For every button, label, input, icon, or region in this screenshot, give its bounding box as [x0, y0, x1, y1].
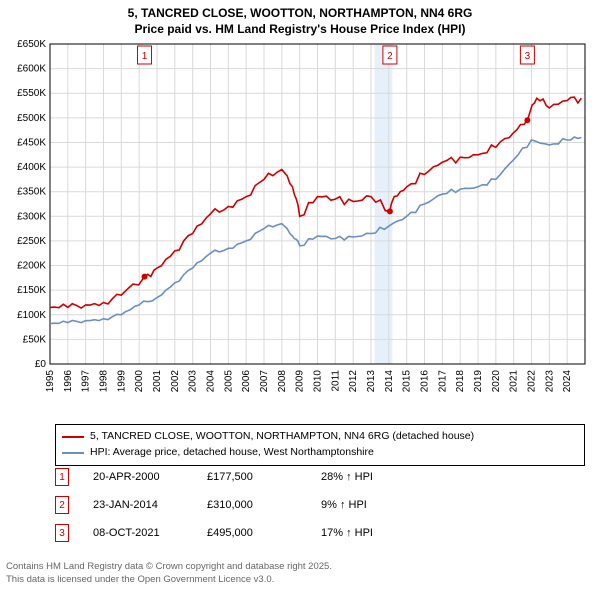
svg-text:3: 3 [525, 51, 531, 62]
svg-text:£50K: £50K [23, 334, 47, 345]
footer: Contains HM Land Registry data © Crown c… [6, 561, 332, 586]
event-price: £177,500 [207, 471, 297, 483]
svg-text:2018: 2018 [455, 370, 466, 393]
svg-text:£350K: £350K [17, 187, 46, 198]
event-marker-icon: 3 [55, 524, 69, 542]
svg-text:2011: 2011 [330, 370, 341, 392]
svg-text:£0: £0 [35, 359, 47, 370]
footer-line1: Contains HM Land Registry data © Crown c… [6, 561, 332, 573]
svg-text:1995: 1995 [45, 370, 56, 393]
legend-label: HPI: Average price, detached house, West… [90, 445, 374, 461]
legend-item: 5, TANCRED CLOSE, WOOTTON, NORTHAMPTON, … [62, 429, 578, 445]
svg-text:2009: 2009 [295, 370, 306, 393]
svg-text:2013: 2013 [366, 370, 377, 393]
svg-text:2006: 2006 [241, 370, 252, 393]
svg-text:1999: 1999 [116, 370, 127, 393]
event-marker-icon: 1 [55, 468, 69, 486]
svg-text:2003: 2003 [188, 370, 199, 393]
svg-text:1998: 1998 [99, 370, 110, 393]
svg-text:1996: 1996 [63, 370, 74, 393]
chart-title-line2: Price paid vs. HM Land Registry's House … [0, 22, 600, 38]
svg-text:2024: 2024 [562, 370, 573, 393]
event-date: 20-APR-2000 [93, 471, 183, 483]
svg-text:2021: 2021 [509, 370, 520, 393]
svg-text:2014: 2014 [384, 370, 395, 393]
svg-text:2002: 2002 [170, 370, 181, 393]
svg-text:1: 1 [142, 51, 148, 62]
legend-swatch [62, 436, 84, 438]
svg-text:2017: 2017 [437, 370, 448, 393]
event-delta: 17% ↑ HPI [321, 527, 411, 539]
svg-text:£300K: £300K [17, 211, 46, 222]
event-delta: 28% ↑ HPI [321, 471, 411, 483]
event-row: 2 23-JAN-2014 £310,000 9% ↑ HPI [55, 496, 411, 514]
event-row: 1 20-APR-2000 £177,500 28% ↑ HPI [55, 468, 411, 486]
svg-text:2004: 2004 [206, 370, 217, 393]
svg-text:2010: 2010 [313, 370, 324, 393]
chart-title-line1: 5, TANCRED CLOSE, WOOTTON, NORTHAMPTON, … [0, 6, 600, 22]
event-price: £495,000 [207, 527, 297, 539]
svg-text:2: 2 [387, 51, 393, 62]
event-date: 08-OCT-2021 [93, 527, 183, 539]
legend-label: 5, TANCRED CLOSE, WOOTTON, NORTHAMPTON, … [90, 429, 474, 445]
event-marker-icon: 2 [55, 496, 69, 514]
svg-text:2000: 2000 [134, 370, 145, 393]
svg-text:2012: 2012 [348, 370, 359, 393]
svg-text:2005: 2005 [223, 370, 234, 393]
event-date: 23-JAN-2014 [93, 499, 183, 511]
footer-line2: This data is licensed under the Open Gov… [6, 574, 332, 586]
svg-text:£500K: £500K [17, 113, 46, 124]
legend-swatch [62, 452, 84, 454]
svg-text:2023: 2023 [544, 370, 555, 393]
svg-text:£450K: £450K [17, 137, 46, 148]
svg-text:2007: 2007 [259, 370, 270, 393]
events-table: 1 20-APR-2000 £177,500 28% ↑ HPI 2 23-JA… [55, 468, 411, 552]
svg-text:2001: 2001 [152, 370, 163, 393]
svg-text:£200K: £200K [17, 261, 46, 272]
svg-text:2016: 2016 [420, 370, 431, 393]
svg-text:£650K: £650K [17, 39, 46, 50]
svg-text:2015: 2015 [402, 370, 413, 393]
event-row: 3 08-OCT-2021 £495,000 17% ↑ HPI [55, 524, 411, 542]
svg-text:2022: 2022 [527, 370, 538, 393]
event-delta: 9% ↑ HPI [321, 499, 411, 511]
svg-text:£150K: £150K [17, 285, 46, 296]
legend-item: HPI: Average price, detached house, West… [62, 445, 578, 461]
event-price: £310,000 [207, 499, 297, 511]
svg-text:£100K: £100K [17, 310, 46, 321]
svg-text:2020: 2020 [491, 370, 502, 393]
svg-text:1997: 1997 [81, 370, 92, 393]
svg-text:£400K: £400K [17, 162, 46, 173]
chart: £0£50K£100K£150K£200K£250K£300K£350K£400… [50, 44, 585, 404]
svg-text:£600K: £600K [17, 64, 46, 75]
svg-text:2008: 2008 [277, 370, 288, 393]
svg-text:£250K: £250K [17, 236, 46, 247]
svg-text:£550K: £550K [17, 88, 46, 99]
svg-text:2019: 2019 [473, 370, 484, 393]
legend: 5, TANCRED CLOSE, WOOTTON, NORTHAMPTON, … [55, 424, 585, 466]
